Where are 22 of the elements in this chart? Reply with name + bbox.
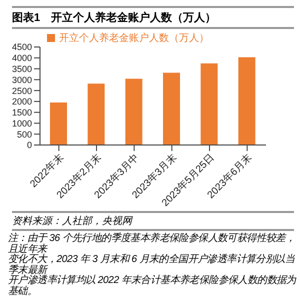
y-tick-label: 2500 <box>12 86 32 96</box>
y-tick-label: 2000 <box>12 96 32 107</box>
bar <box>88 84 105 145</box>
text: 资料来源：人社部，央视网 <box>12 214 294 228</box>
text: 注：由于 36 个先行地的季度基本养老保险参保人数可获得性较差，且近年来 <box>8 233 296 254</box>
bar <box>200 63 218 145</box>
text: 变化不大，2023 年 3 月末和 6 月末的全国开户渗透率计算分别以当季末最新 <box>8 254 295 276</box>
text: 开户渗透率计算均以 2022 年末合计基本养老保险参保人数的数据为基础。 <box>8 275 296 297</box>
bar <box>163 72 180 145</box>
y-tick-label: 3500 <box>12 64 32 74</box>
y-tick-label: 1500 <box>12 108 32 118</box>
bar <box>238 57 256 145</box>
legend-label: 开立个人养老金账户人数（万人） <box>59 33 209 44</box>
y-tick-label: 1000 <box>12 118 32 128</box>
bar <box>50 102 67 145</box>
y-tick-label: 4500 <box>12 42 32 52</box>
y-tick-label: 3000 <box>12 74 32 85</box>
y-tick-label: 4000 <box>12 53 32 64</box>
y-tick-label: 0 <box>26 140 32 150</box>
bar <box>125 78 142 145</box>
chart-title: 图表1 开立个人养老金账户人数（万人） <box>12 6 294 29</box>
y-tick-label: 500 <box>16 129 32 140</box>
